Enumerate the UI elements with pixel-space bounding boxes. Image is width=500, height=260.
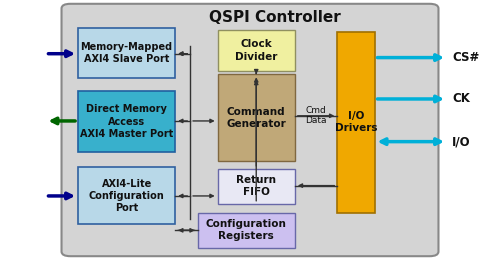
Text: CS#: CS# <box>452 51 479 64</box>
Text: I/O: I/O <box>452 135 470 148</box>
Text: I/O
Drivers: I/O Drivers <box>334 111 377 133</box>
FancyBboxPatch shape <box>218 169 295 204</box>
Text: QSPI Controller: QSPI Controller <box>209 10 341 25</box>
FancyBboxPatch shape <box>78 167 175 224</box>
Text: Cmd
Data: Cmd Data <box>305 106 326 126</box>
Text: Command
Generator: Command Generator <box>226 107 286 129</box>
FancyBboxPatch shape <box>78 28 175 78</box>
Text: Return
FIFO: Return FIFO <box>236 175 276 197</box>
Text: Clock
Divider: Clock Divider <box>235 39 278 62</box>
FancyBboxPatch shape <box>338 32 374 213</box>
FancyBboxPatch shape <box>78 91 175 152</box>
Text: AXI4-Lite
Configuration
Port: AXI4-Lite Configuration Port <box>88 179 164 213</box>
Text: CK: CK <box>452 93 470 106</box>
FancyBboxPatch shape <box>62 4 438 256</box>
FancyBboxPatch shape <box>218 30 295 70</box>
Text: Direct Memory
Access
AXI4 Master Port: Direct Memory Access AXI4 Master Port <box>80 104 173 139</box>
FancyBboxPatch shape <box>218 74 295 161</box>
FancyBboxPatch shape <box>198 213 295 248</box>
Text: Configuration
Registers: Configuration Registers <box>206 219 286 242</box>
Text: Memory-Mapped
AXI4 Slave Port: Memory-Mapped AXI4 Slave Port <box>80 42 172 64</box>
